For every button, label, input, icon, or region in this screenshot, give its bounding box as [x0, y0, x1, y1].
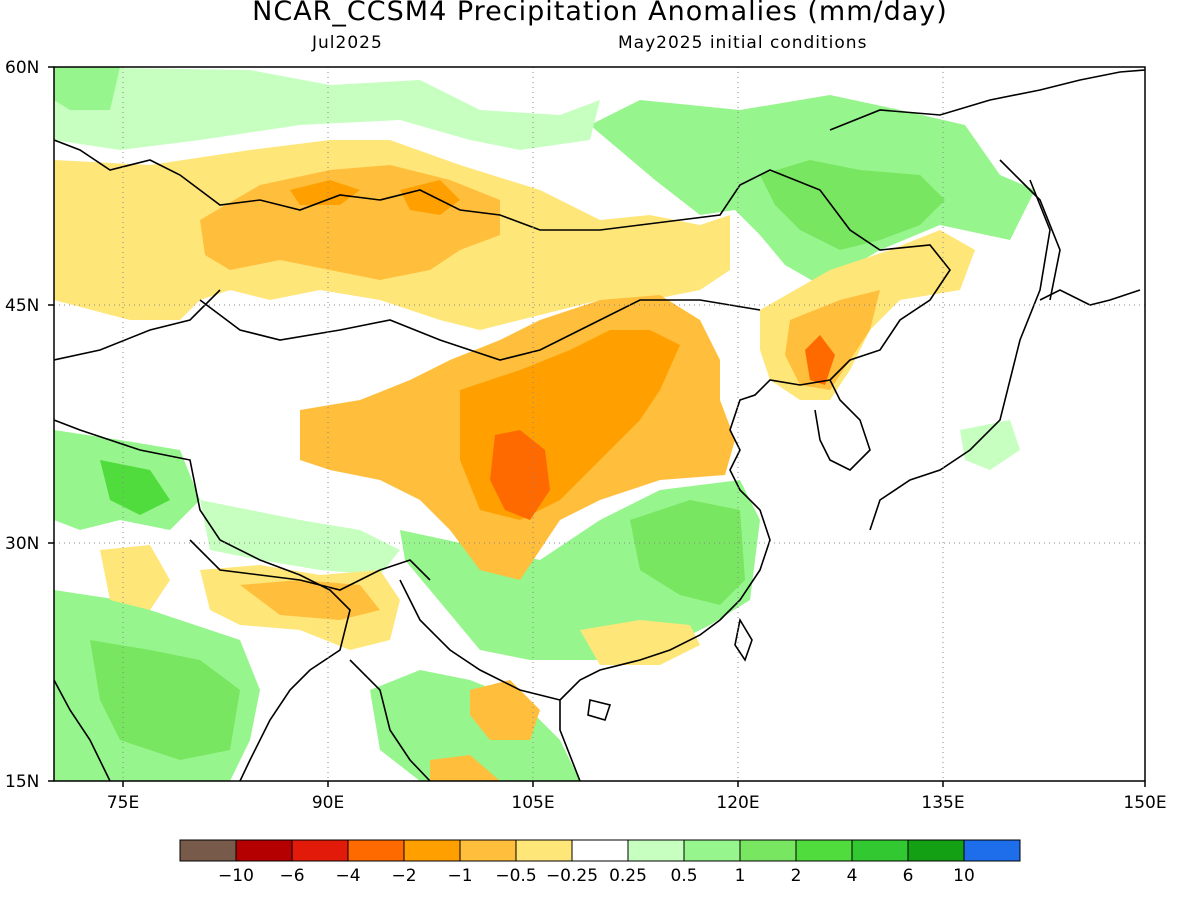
colorbar-swatch [739, 839, 797, 862]
lon-label-150e: 150E [1123, 793, 1166, 813]
anomaly-dry-laos [470, 680, 540, 740]
colorbar-tick-label: −0.5 [495, 866, 536, 886]
axis-ticks [48, 66, 1146, 787]
anomaly-wet-tibet [200, 500, 400, 575]
colorbar-swatch [627, 839, 685, 862]
coastline-taiwan [734, 617, 753, 662]
initial-conditions: May2025 initial conditions [618, 33, 868, 53]
colorbar-tick-label: 0.25 [609, 866, 647, 886]
coastline-korea [814, 379, 871, 471]
colorbar-swatch [907, 839, 965, 862]
colorbar-swatch [403, 839, 461, 862]
anomaly-wet-japan [960, 420, 1020, 470]
colorbar-swatch [291, 839, 349, 862]
lon-label-90e: 90E [312, 793, 344, 813]
coastline-japan [869, 179, 1051, 531]
anomaly-dry-guangdong [580, 620, 700, 665]
colorbar-swatch [179, 839, 237, 862]
forecast-month: Jul2025 [312, 33, 383, 53]
colorbar-swatch [347, 839, 405, 862]
map-title: NCAR_CCSM4 Precipitation Anomalies (mm/d… [252, 0, 948, 27]
colorbar-swatch [515, 839, 573, 862]
colorbar-tick-label: −0.25 [546, 866, 598, 886]
anomaly-wet-himalaya-core [100, 460, 170, 515]
coastline-siberia-north [54, 139, 951, 381]
anomaly-dry-bay-of-bengal [430, 755, 500, 781]
anomaly-wet-south-china-core [630, 500, 745, 605]
colorbar-swatch [571, 839, 629, 862]
coastline-india [54, 419, 351, 781]
anomaly-wet-indochina [370, 670, 580, 781]
border-himalaya [189, 539, 431, 591]
anomaly-dry-tibet-south-mid [240, 580, 380, 620]
lon-label-120e: 120E [716, 793, 759, 813]
lon-label-105e: 105E [511, 793, 554, 813]
border-southeast-asia [399, 579, 561, 701]
coastline-hokkaido [1039, 289, 1141, 306]
colorbar-tick-label: 10 [953, 866, 975, 886]
colorbar-swatch [851, 839, 909, 862]
anomaly-dry-mongolia-core [290, 180, 460, 215]
anomaly-wet-northwest [54, 67, 600, 150]
colorbar-tick-label: 2 [791, 866, 802, 886]
colorbar-swatch [235, 839, 293, 862]
colorbar-tick-label: −4 [335, 866, 360, 886]
coastline-hainan [587, 699, 612, 721]
colorbar-tick-label: −1 [447, 866, 472, 886]
border-china-mongolia [199, 299, 761, 361]
anomaly-wet-northeast-core [760, 160, 945, 250]
colorbar: −10 −6 −4 −2 −1 −0.5 −0.25 0.25 0.5 1 2 4 6 10 [179, 839, 1021, 886]
lat-label-60n: 60N [5, 58, 39, 78]
coastline-far-east [829, 69, 1145, 131]
lon-label-135e: 135E [921, 793, 964, 813]
colorbar-swatch [795, 839, 853, 862]
anomaly-dry-korea-core [805, 335, 835, 385]
grid [54, 67, 1145, 781]
colorbar-swatch [459, 839, 517, 862]
coastlines [54, 69, 1145, 781]
lat-label-45n: 45N [5, 296, 39, 316]
coastline-east-china [559, 379, 831, 781]
colorbar-swatch [963, 839, 1021, 862]
lat-label-15n: 15N [5, 772, 39, 792]
border-central-asia [54, 289, 221, 361]
colorbar-swatch [683, 839, 741, 862]
lon-label-75e: 75E [107, 793, 139, 813]
anomaly-field [54, 67, 1035, 781]
anomaly-wet-india-core [90, 640, 240, 760]
coastline-kamchatka-sakhalin [999, 159, 1061, 301]
coastline-india-west [54, 679, 111, 781]
colorbar-tick-label: −10 [218, 866, 254, 886]
map-frame [53, 66, 1146, 782]
lat-label-30n: 30N [5, 534, 39, 554]
anomaly-wet-far-northwest [54, 67, 120, 110]
colorbar-tick-label: −2 [391, 866, 416, 886]
coastline-indochina [349, 659, 431, 781]
anomaly-dry-pakistan [100, 545, 170, 610]
colorbar-tick-label: 4 [847, 866, 858, 886]
colorbar-tick-label: 1 [735, 866, 746, 886]
colorbar-tick-label: −6 [279, 866, 304, 886]
colorbar-tick-label: 0.5 [670, 866, 697, 886]
anomaly-dry-sichuan-core [490, 430, 550, 520]
colorbar-tick-label: 6 [903, 866, 914, 886]
